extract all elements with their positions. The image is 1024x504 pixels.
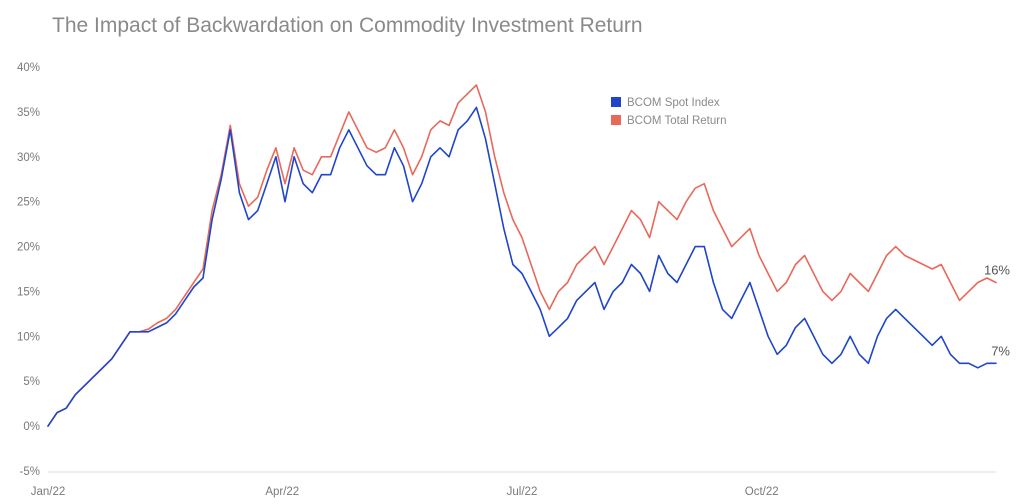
- end-value-label: 16%: [984, 262, 1010, 277]
- y-tick-label: 5%: [23, 376, 40, 388]
- legend-swatch: [611, 115, 621, 125]
- y-tick-label: 25%: [17, 197, 40, 209]
- x-axis: Jan/22 Apr/22 Jul/22 Oct/22: [31, 471, 996, 498]
- x-tick-label: Jan/22: [31, 486, 66, 498]
- y-tick-label: 20%: [17, 242, 40, 254]
- chart-title: The Impact of Backwardation on Commodity…: [52, 14, 643, 37]
- end-value-label: 7%: [991, 343, 1010, 358]
- legend-label: BCOM Total Return: [627, 115, 727, 127]
- x-tick-label: Apr/22: [265, 486, 299, 498]
- series-line-0: [47, 106, 997, 427]
- y-axis: -5% 0% 5% 10% 15% 20% 25% 30% 35% 40%: [17, 62, 40, 478]
- legend-label: BCOM Spot Index: [627, 97, 720, 109]
- legend: BCOM Spot Index BCOM Total Return: [611, 97, 727, 127]
- y-tick-label: 0%: [23, 421, 40, 433]
- y-tick-label: 10%: [17, 331, 40, 343]
- x-tick-label: Jul/22: [507, 486, 538, 498]
- y-tick-label: 40%: [17, 62, 40, 74]
- y-tick-label: 35%: [17, 107, 40, 119]
- x-tick-label: Oct/22: [745, 486, 779, 498]
- y-tick-label: 30%: [17, 152, 40, 164]
- series-lines: [47, 84, 997, 427]
- end-labels: 7% 16%: [984, 262, 1010, 358]
- y-tick-label: -5%: [20, 466, 40, 478]
- y-tick-label: 15%: [17, 286, 40, 298]
- series-line-1: [47, 84, 997, 427]
- legend-swatch: [611, 97, 621, 107]
